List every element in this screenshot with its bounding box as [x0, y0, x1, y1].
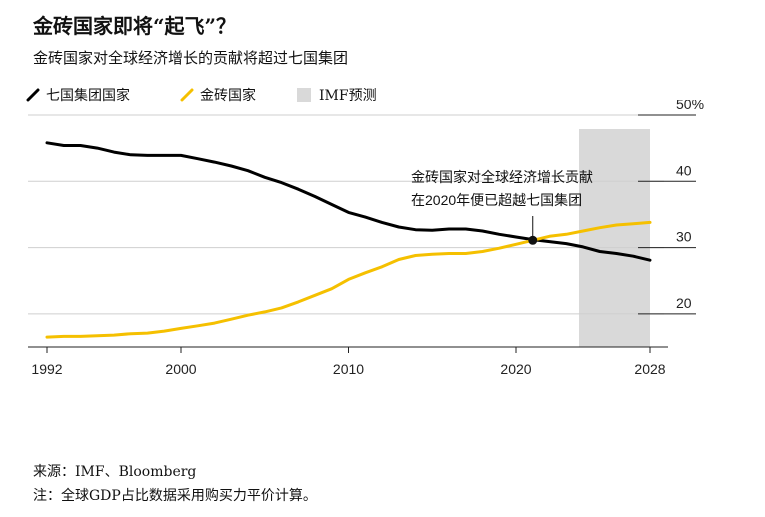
footnote: 注：全球GDP占比数据采用购买力平价计算。 [33, 488, 317, 504]
y-tick-label: 20 [676, 295, 692, 311]
legend-swatch-imf-forecast [297, 88, 311, 102]
series-line-brics [45, 220, 652, 339]
y-tick-label: 50% [676, 100, 704, 112]
legend-swatch-brics [180, 88, 194, 102]
legend-label-g7: 七国集团国家 [46, 88, 130, 104]
chart-title: 金砖国家即将“起飞”？ [33, 14, 237, 38]
series-line-g7 [45, 141, 652, 262]
x-tick-label: 1992 [31, 361, 62, 377]
annotation-line-2: 在2020年便已超越七国集团 [411, 192, 582, 208]
x-tick-label: 2028 [634, 361, 665, 377]
chart-area: 50% 40 30 20 1992 2000 2010 2020 2028 金砖国家对全球经济增长… [0, 96, 765, 390]
legend-label-brics: 金砖国家 [200, 88, 256, 104]
line-chart: 50% 40 30 20 1992 2000 2010 2020 2028 金砖国家对全球经济增长… [28, 96, 704, 377]
x-tick-label: 2020 [500, 361, 531, 377]
annotation-line-1: 金砖国家对全球经济增长贡献 [411, 169, 593, 185]
legend-swatch-g7 [26, 88, 40, 102]
x-tick-label: 2000 [165, 361, 196, 377]
legend-label-imf-forecast: IMF预测 [319, 88, 377, 104]
chart-subtitle: 金砖国家对全球经济增长的贡献将超过七国集团 [33, 49, 349, 67]
y-tick-label: 40 [676, 162, 692, 178]
y-tick-label: 30 [676, 229, 692, 245]
forecast-band [579, 129, 650, 347]
legend-item-g7: 七国集团国家 [26, 85, 130, 105]
legend-item-imf-forecast: IMF预测 [297, 85, 377, 105]
x-tick-label: 2010 [333, 361, 364, 377]
legend-item-brics: 金砖国家 [180, 85, 256, 105]
annotation-dot [528, 235, 538, 245]
source-note: 来源：IMF、Bloomberg [33, 464, 197, 480]
